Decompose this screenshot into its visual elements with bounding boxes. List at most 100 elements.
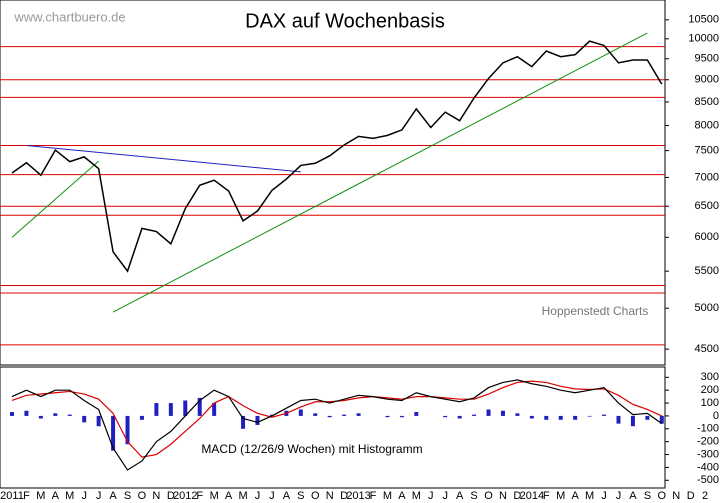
x-tick-label: N — [499, 490, 507, 502]
histogram-bar — [139, 415, 144, 420]
y-tick-label: 9500 — [695, 53, 719, 65]
histogram-bar — [385, 415, 390, 418]
x-tick-label: J — [442, 490, 448, 502]
y-tick-label: 100 — [701, 397, 719, 409]
x-tick-label: O — [138, 490, 147, 502]
x-tick-label: A — [398, 490, 406, 502]
x-tick-label: N — [326, 490, 334, 502]
x-tick-label: F — [196, 490, 203, 502]
y-tick-label: -300 — [697, 448, 719, 460]
source: Hoppenstedt Charts — [542, 304, 649, 318]
watermark: www.chartbuero.de — [13, 9, 125, 24]
histogram-bar — [82, 415, 87, 423]
histogram-bar — [53, 413, 58, 416]
y-tick-label: 0 — [713, 410, 719, 422]
x-tick-label: J — [81, 490, 87, 502]
x-tick-label: A — [225, 490, 233, 502]
macd-label: MACD (12/26/9 Wochen) mit Histogramm — [201, 442, 422, 456]
macd-frame — [0, 366, 666, 489]
histogram-bar — [457, 415, 462, 419]
histogram-bar — [529, 415, 534, 419]
y-tick-label: 6000 — [695, 231, 719, 243]
histogram-bar — [38, 415, 43, 419]
histogram-bar — [356, 413, 361, 416]
y-tick-label: 6500 — [695, 200, 719, 212]
histogram-bar — [24, 410, 29, 416]
x-tick-label: J — [601, 490, 607, 502]
histogram-bar — [544, 415, 549, 420]
histogram-bar — [197, 397, 202, 416]
y-tick-label: 5500 — [695, 265, 719, 277]
y-tick-label: 5000 — [695, 302, 719, 314]
trendline — [11, 160, 99, 238]
x-tick-label: 2013 — [346, 490, 370, 502]
y-tick-label: -500 — [697, 474, 719, 486]
histogram-bar — [111, 415, 116, 451]
histogram-bar — [659, 415, 664, 424]
x-tick-label: D — [167, 490, 175, 502]
x-tick-label: M — [36, 490, 45, 502]
histogram-bar — [472, 414, 477, 416]
x-tick-label: M — [412, 490, 421, 502]
x-tick-label: F — [23, 490, 30, 502]
y-tick-label: 10500 — [688, 14, 719, 26]
x-tick-label: M — [556, 490, 565, 502]
x-tick-label: O — [311, 490, 320, 502]
x-tick-label: D — [340, 490, 348, 502]
histogram-bar — [616, 415, 621, 424]
x-tick-label: A — [571, 490, 579, 502]
x-tick-label: 2014 — [520, 490, 544, 502]
x-tick-label: S — [297, 490, 304, 502]
x-tick-label: A — [629, 490, 637, 502]
x-tick-label: M — [383, 490, 392, 502]
histogram-bar — [125, 415, 130, 445]
y-tick-label: 4500 — [695, 343, 719, 355]
x-tick-label: 2011 — [0, 490, 24, 502]
x-tick-label: 2012 — [173, 490, 197, 502]
y-tick-label: 10000 — [688, 33, 719, 45]
histogram-bar — [573, 415, 578, 420]
x-tick-label: D — [687, 490, 695, 502]
x-tick-label: F — [370, 490, 377, 502]
histogram-bar — [500, 410, 505, 416]
histogram-bar — [414, 412, 419, 416]
y-tick-label: 7500 — [695, 145, 719, 157]
x-tick-label: M — [585, 490, 594, 502]
y-tick-label: -200 — [697, 436, 719, 448]
x-tick-label: D — [513, 490, 521, 502]
histogram-bar — [168, 403, 173, 416]
x-tick-label: J — [428, 490, 434, 502]
histogram-bar — [645, 415, 650, 420]
price-frame — [0, 0, 666, 366]
macd-line — [11, 379, 663, 471]
x-tick-label: S — [644, 490, 651, 502]
histogram-bar — [313, 413, 318, 416]
histogram-bar — [212, 403, 217, 416]
histogram-bar — [515, 413, 520, 416]
histogram-bar — [486, 409, 491, 416]
y-tick-label: 8500 — [695, 96, 719, 108]
histogram-bar — [10, 412, 14, 416]
trendline — [26, 144, 301, 173]
x-tick-label: J — [269, 490, 275, 502]
y-tick-label: -100 — [697, 423, 719, 435]
chart-title: DAX auf Wochenbasis — [245, 10, 445, 32]
x-tick-label: F — [543, 490, 550, 502]
histogram-bar — [342, 414, 347, 416]
x-tick-label: 2 — [702, 490, 708, 502]
histogram-bar — [255, 415, 260, 425]
histogram-bar — [154, 403, 159, 416]
x-tick-label: M — [210, 490, 219, 502]
x-tick-label: O — [658, 490, 667, 502]
y-tick-label: 7000 — [695, 171, 719, 183]
y-tick-label: 8000 — [695, 119, 719, 131]
x-tick-label: N — [152, 490, 160, 502]
x-tick-label: N — [672, 490, 680, 502]
histogram-bar — [399, 415, 404, 418]
histogram-bar — [443, 415, 448, 418]
histogram-bar — [327, 415, 332, 418]
histogram-bar — [183, 400, 188, 416]
x-tick-label: A — [283, 490, 291, 502]
histogram-bar — [241, 415, 246, 429]
